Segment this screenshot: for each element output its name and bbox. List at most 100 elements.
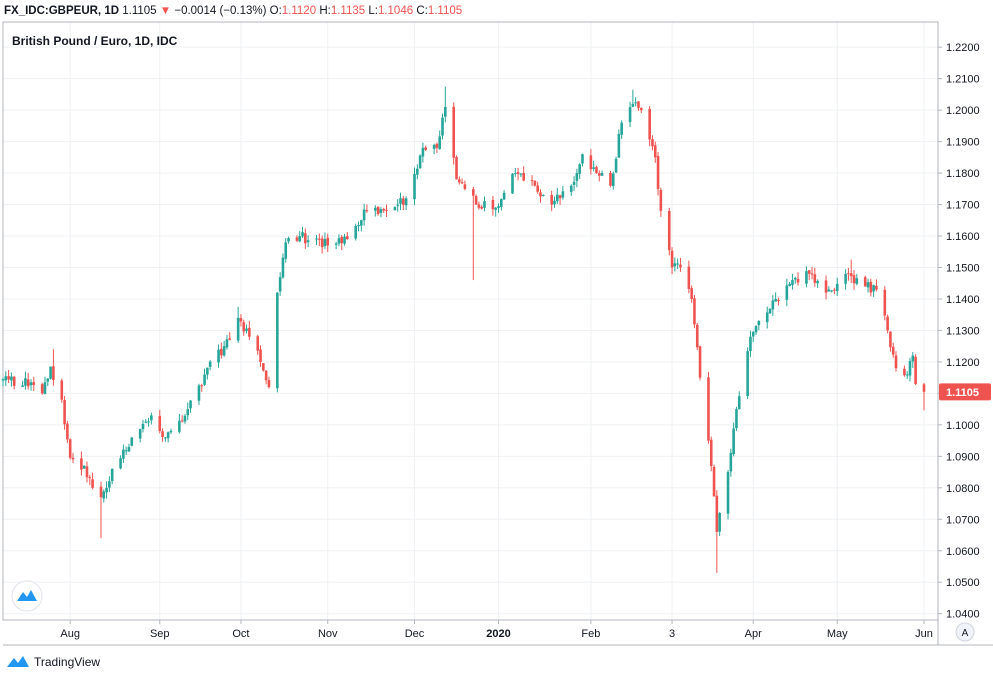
candle-body: [203, 374, 206, 385]
candle-body: [894, 355, 898, 369]
candle-body: [491, 199, 495, 210]
auto-scale-label[interactable]: A: [962, 628, 969, 639]
logo-circle[interactable]: [11, 580, 43, 612]
candle-body: [611, 173, 615, 186]
last-price: 1.1105: [122, 5, 157, 17]
candle-body: [522, 172, 525, 181]
candle-body: [80, 458, 83, 470]
candle-body: [774, 298, 777, 302]
candle-body: [875, 285, 878, 290]
candle-body: [480, 206, 483, 209]
high-value: 1.1135: [330, 5, 366, 17]
candle-body: [539, 192, 542, 197]
price-tick-label: 1.2200: [946, 42, 980, 54]
footer: TradingView: [6, 655, 100, 669]
candle-body: [555, 194, 559, 202]
candle-body: [144, 421, 148, 423]
candle-body: [105, 487, 108, 493]
candle-body: [326, 237, 330, 246]
candle-body: [572, 181, 576, 185]
candle-body: [343, 236, 346, 244]
time-tick-label: May: [827, 628, 848, 640]
time-tick-label: Oct: [232, 628, 249, 640]
auto-scale-circle[interactable]: [955, 622, 975, 642]
candle-body: [863, 277, 867, 287]
close-value: 1.1105: [427, 5, 463, 17]
price-tick-label: 1.0900: [946, 451, 980, 463]
candle-body: [256, 336, 260, 351]
candle-body: [561, 191, 565, 198]
time-tick-label: Apr: [745, 628, 762, 640]
candle-body: [785, 285, 789, 300]
candle-body: [620, 122, 623, 135]
candle-body: [357, 225, 360, 227]
price-axis[interactable]: 1.2200 1.2100 1.2000 1.1900 1.1800 1.1700 1.16…: [938, 42, 980, 621]
candle-body: [595, 166, 598, 174]
price-tick-label: 1.1600: [946, 231, 980, 243]
price-tick-label: 1.2100: [946, 74, 980, 86]
candle-body: [119, 458, 122, 469]
price-tick-label: 1.0600: [946, 546, 980, 558]
candle-body: [805, 271, 808, 284]
candle-body: [60, 380, 64, 400]
candle-body: [830, 290, 833, 292]
candle-body: [673, 263, 677, 267]
candle-body: [634, 102, 637, 104]
chart-title: British Pound / Euro, 1D, IDC: [12, 34, 178, 48]
candle-body: [376, 206, 380, 215]
candle-body: [558, 195, 562, 199]
price-tick-label: 1.1500: [946, 262, 980, 274]
candle-body: [424, 147, 428, 150]
candle-body: [737, 396, 741, 410]
candle-body: [499, 199, 503, 207]
candle-body: [295, 237, 299, 241]
candle-body: [866, 282, 870, 288]
candle-body: [816, 281, 819, 284]
candle-body: [844, 273, 847, 284]
candle-body: [12, 376, 16, 386]
candle-body: [651, 139, 654, 147]
candle-body: [497, 206, 500, 209]
candle-body: [550, 194, 553, 205]
candle-body: [197, 385, 201, 401]
candle-body: [824, 280, 828, 293]
price-tick-label: 1.1900: [946, 137, 980, 149]
high-label: H:: [319, 5, 331, 17]
candle-body: [164, 437, 167, 439]
candle-body: [52, 366, 55, 380]
candle-body: [891, 346, 895, 355]
candle-body: [382, 209, 386, 211]
price-tick-label: 1.1200: [946, 357, 980, 369]
candle-body: [228, 338, 232, 340]
tradingview-brand-icon: [7, 656, 29, 667]
candle-body: [670, 250, 674, 268]
candle-body: [418, 155, 422, 169]
tradingview-logo-button[interactable]: [11, 580, 43, 612]
candle-body: [206, 367, 209, 375]
candle-body: [628, 107, 632, 123]
candle-body: [444, 106, 447, 117]
candle-body: [245, 328, 248, 331]
candle-body: [225, 339, 229, 348]
symbol-name: FX_IDC:GBPEUR, 1D: [4, 5, 120, 17]
candle-body: [124, 450, 128, 452]
candle-body: [474, 196, 478, 205]
candle-body: [455, 157, 458, 180]
time-axis[interactable]: Aug Sep Oct Nov Dec 2020 Feb 3 Apr May Jun: [60, 620, 933, 640]
brand-name: TradingView: [34, 655, 101, 669]
candle-body: [726, 472, 730, 514]
candle-body: [707, 377, 710, 441]
candle-body: [276, 292, 279, 389]
candle-body: [695, 324, 699, 348]
auto-scale-button[interactable]: A: [955, 622, 975, 642]
candle-body: [578, 164, 581, 174]
candle-body: [334, 243, 338, 245]
candle-body: [186, 409, 190, 416]
candle-body: [208, 361, 212, 367]
candle-body: [267, 380, 271, 388]
candle-body: [108, 481, 111, 488]
candle-body: [637, 101, 640, 108]
candle-body: [49, 366, 52, 379]
candle-body: [404, 198, 408, 206]
